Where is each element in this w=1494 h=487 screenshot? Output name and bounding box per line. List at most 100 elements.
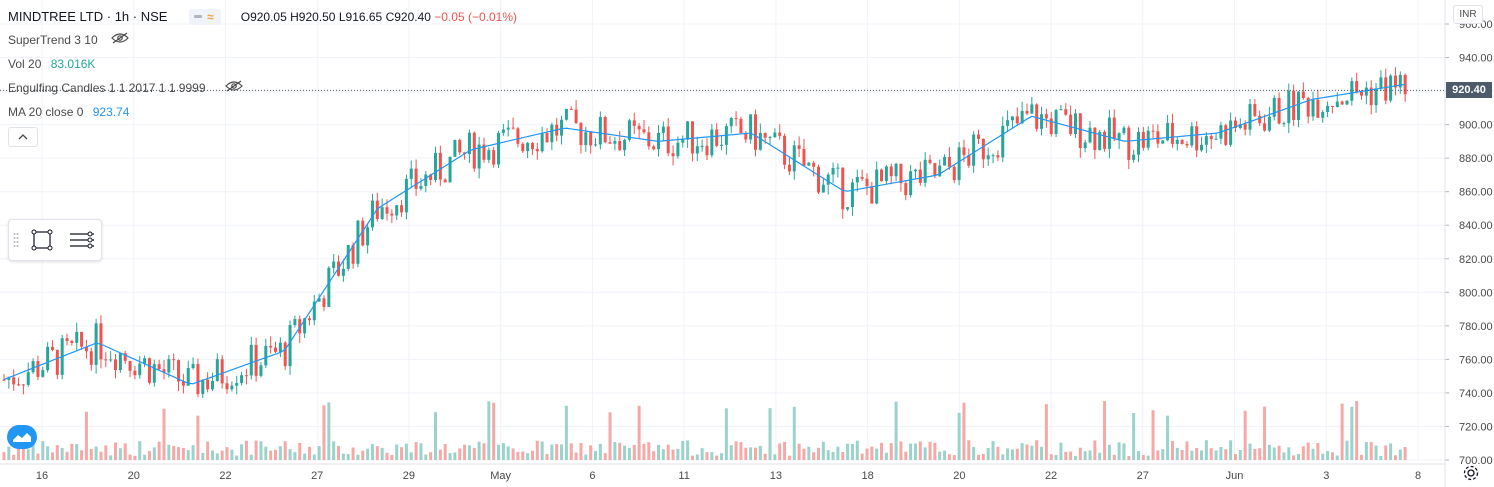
candle-body [807, 162, 811, 166]
candle-body [1229, 120, 1233, 145]
last-price-label: 920.40 [1446, 82, 1492, 99]
volume-bar [424, 454, 428, 460]
volume-bar [317, 446, 321, 460]
volume-bar [763, 453, 767, 460]
volume-bar [1195, 447, 1199, 460]
volume-bar [443, 444, 447, 460]
eye-off-icon[interactable] [224, 80, 243, 95]
volume-bar [637, 405, 641, 460]
volume-bar [1136, 451, 1140, 460]
volume-bar [681, 440, 685, 460]
volume-bar [259, 441, 263, 460]
close-value: 920.40 [394, 10, 431, 24]
candle-body [749, 114, 753, 140]
candle-body [414, 168, 418, 189]
volume-bar [1049, 454, 1053, 460]
volume-bar [55, 445, 59, 460]
eye-off-icon[interactable] [111, 32, 129, 47]
volume-bar [341, 453, 345, 460]
engulfing-legend[interactable]: Engulfing Candles 1 1 2017 1 1 9999 [8, 80, 243, 96]
volume-bar [1403, 447, 1407, 460]
volume-bar [564, 405, 568, 460]
volume-bar [1006, 448, 1010, 460]
volume-bar [307, 446, 311, 460]
candle-body [293, 319, 297, 326]
volume-bar [235, 455, 239, 460]
drag-handle-icon[interactable] [13, 232, 19, 248]
candle-body [89, 351, 93, 365]
volume-bar [506, 446, 510, 460]
volume-bar [1083, 451, 1087, 460]
candle-body [332, 261, 336, 268]
volume-bar [773, 454, 777, 460]
gear-icon[interactable] [1461, 463, 1481, 483]
volume-bar [181, 447, 185, 460]
candle-body [705, 145, 709, 156]
candle-body [1321, 111, 1325, 118]
volume-bar [487, 401, 491, 460]
candle-body [487, 150, 491, 160]
candle-body [1233, 120, 1237, 129]
volume-bar [1224, 449, 1228, 460]
candle-body [181, 381, 185, 386]
candle-body [943, 157, 947, 166]
supertrend-legend[interactable]: SuperTrend 3 10 [8, 32, 129, 48]
volume-bar [574, 452, 578, 460]
currency-button[interactable]: INR [1453, 5, 1483, 24]
volume-bar [967, 440, 971, 460]
volume-bar [855, 440, 859, 460]
candle-body [739, 118, 743, 134]
price-tick-label: 840.00 [1459, 220, 1493, 232]
volume-bar [996, 446, 1000, 460]
candle-body [710, 129, 714, 156]
rectangle-tool-button[interactable] [29, 227, 55, 253]
candle-body [317, 298, 321, 302]
symbol-name[interactable]: MINDTREE LTD [8, 9, 104, 24]
candle-body [1389, 75, 1393, 101]
candle-body [991, 155, 995, 157]
tradingview-logo-icon[interactable] [7, 425, 37, 449]
candle-body [1369, 87, 1373, 106]
volume-bar [298, 442, 302, 460]
market-status-badge[interactable]: ≈ [189, 8, 222, 25]
time-tick-label: 29 [403, 470, 415, 482]
volume-bar [889, 443, 893, 460]
time-tick-label: 11 [678, 470, 689, 482]
candle-body [133, 370, 137, 376]
candle-body [1030, 104, 1034, 114]
volume-bar [1263, 406, 1267, 460]
volume-bar [831, 451, 835, 460]
volume-bar [1214, 450, 1218, 460]
volume-bar [162, 408, 166, 460]
candle-body [986, 155, 990, 160]
ma-legend[interactable]: MA 20 close 0 923.74 [8, 105, 129, 119]
candle-body [196, 363, 200, 395]
interval-label[interactable]: 1h [114, 9, 130, 24]
candle-body [162, 369, 166, 373]
collapse-legend-button[interactable] [8, 127, 38, 147]
candle-body [128, 360, 132, 371]
candle-body [1350, 81, 1354, 101]
volume-bar [429, 452, 433, 460]
volume-bar [928, 441, 932, 460]
volume-legend[interactable]: Vol 20 83.016K [8, 57, 95, 71]
volume-bar [724, 408, 728, 460]
volume-bar [850, 444, 854, 460]
volume-bar [104, 445, 108, 460]
volume-bar [1374, 445, 1378, 460]
candle-body [690, 121, 694, 154]
object-tree-button[interactable] [67, 227, 97, 253]
volume-bar [1389, 443, 1393, 460]
candle-body [264, 345, 268, 366]
volume-bar [1088, 450, 1092, 460]
candle-body [215, 359, 219, 381]
candle-body [652, 146, 656, 150]
drawing-toolbar[interactable] [8, 219, 102, 261]
time-tick-label: 18 [861, 470, 873, 482]
candle-body [763, 132, 767, 138]
volume-bar [1272, 447, 1276, 460]
volume-bar [841, 452, 845, 460]
candle-body [981, 138, 985, 160]
candle-body [1175, 139, 1179, 144]
